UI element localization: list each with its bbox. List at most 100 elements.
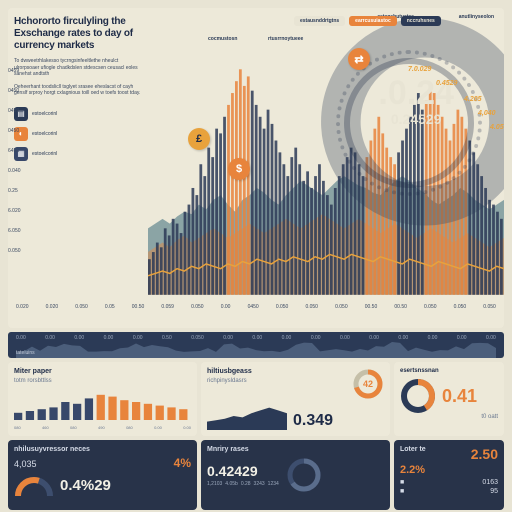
y-tick: 0459 bbox=[8, 108, 21, 114]
top-label-2: anutlinyseolon bbox=[459, 14, 494, 20]
p1-tick: 0.00 bbox=[183, 425, 191, 430]
panel-miter-chart bbox=[14, 384, 191, 420]
legend-label: estoelcorinl bbox=[32, 111, 57, 117]
slider-tick: 0.050 bbox=[191, 335, 204, 341]
panel-miter-title: Miter paper bbox=[14, 368, 191, 375]
slider-tick: 0.00 bbox=[398, 335, 408, 341]
main-chart-panel: Hchororto firculyling the Exschange rate… bbox=[8, 8, 504, 328]
slider-tick: 0.00 bbox=[340, 335, 350, 341]
slider-tick: 0.00 bbox=[223, 335, 233, 341]
y-tick: 0450 bbox=[8, 88, 21, 94]
p1-tick: 080 bbox=[14, 425, 21, 430]
panel-dark-2-donut bbox=[285, 456, 323, 494]
x-tick: 0450 bbox=[248, 304, 259, 310]
x-tick: 0.020 bbox=[46, 304, 59, 310]
y-axis-ticks: 045904500459045064500.0400.256.0206.0500… bbox=[8, 68, 21, 254]
dp2-stat: 1234 bbox=[268, 481, 279, 487]
panel-dark-2-stats: 1,21034.05b0.2832431234 bbox=[207, 481, 279, 487]
slider-tick: 0.00 bbox=[104, 335, 114, 341]
slider-tick: 0.00 bbox=[486, 335, 496, 341]
badge-row: estausnddrtgtns earrcusuiastoc nccruhsnes bbox=[294, 16, 441, 26]
slider-tick: 0.00 bbox=[74, 335, 84, 341]
p1-tick: 460 bbox=[42, 425, 49, 430]
top-label-4: rtusrrnoytueee bbox=[268, 36, 303, 42]
price-tag: 4.050 bbox=[490, 124, 504, 131]
main-chart-area: estausnddrtgtnsearrcusuiastocnccruhsnes … bbox=[148, 8, 504, 328]
price-tag: 0.4529 bbox=[436, 80, 457, 87]
panel-dark-1-title: nhilusuyvressor neces bbox=[14, 446, 191, 453]
slider-tick: 0.00 bbox=[428, 335, 438, 341]
x-tick: 0.050 bbox=[75, 304, 88, 310]
x-tick: 0.050 bbox=[483, 304, 496, 310]
slider-ticks: 0.00 0.00 0.00 0.00 0.00 0.50 0.050 0.00 0.00 0.0… bbox=[16, 335, 496, 341]
dp3-stat: ■0163 bbox=[400, 479, 498, 486]
currency-coin-icon: ⇄ bbox=[348, 48, 370, 70]
svg-text:42: 42 bbox=[363, 379, 373, 389]
dp2-stat: 1,2103 bbox=[207, 481, 222, 487]
x-tick: 0.050 bbox=[454, 304, 467, 310]
timeline-slider[interactable]: 0.00 0.00 0.00 0.00 0.00 0.50 0.050 0.00 0.00 0.0… bbox=[8, 332, 504, 358]
p1-tick: 0.00 bbox=[154, 425, 162, 430]
x-tick: 00.50 bbox=[365, 304, 378, 310]
panel-dark-3-big: 2.50 bbox=[471, 446, 498, 462]
x-axis-ticks: 0.020 0.020 0.050 0.05 00.50 0.059 0.050 0.00 04… bbox=[16, 304, 496, 310]
price-tag: 4.205 bbox=[464, 96, 482, 103]
panel-esert: esertsnssnan 0.41 t0 oatt bbox=[394, 362, 504, 436]
slider-tick: 0.50 bbox=[162, 335, 172, 341]
x-tick: 00.50 bbox=[394, 304, 407, 310]
p1-tick: 080 bbox=[126, 425, 133, 430]
subtitle-2: Oeheerhant toodslicll tsglyet srasee ehe… bbox=[14, 84, 142, 97]
slider-tick: 0.00 bbox=[457, 335, 467, 341]
currency-coin-icon: £ bbox=[188, 128, 210, 150]
dp2-stat: 4.05b bbox=[225, 481, 238, 487]
y-tick: 0450 bbox=[8, 128, 21, 134]
y-tick: 6.020 bbox=[8, 208, 21, 214]
panel-dark-3-stats: ■0163 ■95 bbox=[400, 479, 498, 495]
slider-tick: 0.00 bbox=[369, 335, 379, 341]
p1-tick: 490 bbox=[98, 425, 105, 430]
panel-miter-ticks: 080 460 080 490 080 0.00 0.00 bbox=[14, 425, 191, 430]
dp3-stat: ■95 bbox=[400, 488, 498, 495]
panel-dark-3: Loter te 2.50 2.2% ■0163■95 bbox=[394, 440, 504, 510]
page-title: Hchororto firculyling the Exschange rate… bbox=[14, 16, 142, 52]
slider-tick: 0.00 bbox=[311, 335, 321, 341]
badge[interactable]: earrcusuiastoc bbox=[349, 16, 397, 26]
x-tick: 0.00 bbox=[221, 304, 231, 310]
x-tick: 0.059 bbox=[161, 304, 174, 310]
price-tag: 7.0.029 bbox=[408, 66, 431, 73]
x-tick: 0.050 bbox=[305, 304, 318, 310]
x-tick: 0.050 bbox=[335, 304, 348, 310]
panel-dark-1-small: 4,035 bbox=[14, 459, 37, 469]
y-tick: 0.25 bbox=[8, 188, 21, 194]
panel-dark-1-pct: 4% bbox=[174, 456, 191, 470]
slider-label: tateluins bbox=[16, 350, 35, 356]
panel-dark-3-title: Loter te bbox=[400, 446, 426, 459]
dp2-stat: 3243 bbox=[254, 481, 265, 487]
panel-dark-1: nhilusuyvressor neces 4,035 4% 0.4%29 bbox=[8, 440, 197, 510]
x-tick: 0.050 bbox=[191, 304, 204, 310]
slider-tick: 0.00 bbox=[133, 335, 143, 341]
panel-esert-value: 0.41 bbox=[442, 386, 477, 407]
x-tick: 0.05 bbox=[105, 304, 115, 310]
slider-tick: 0.00 bbox=[16, 335, 26, 341]
x-tick: 0.050 bbox=[276, 304, 289, 310]
big-value-sub: 0.24529 bbox=[378, 113, 454, 126]
panel-hilt-donut: 42 bbox=[352, 368, 384, 400]
panel-hilt-sub: richpinysldasrs bbox=[207, 378, 252, 384]
currency-coin-icon: $ bbox=[228, 158, 250, 180]
panel-esert-tag: t0 oatt bbox=[400, 414, 498, 420]
panel-esert-title: esertsnssnan bbox=[400, 368, 498, 374]
y-tick: 6450 bbox=[8, 148, 21, 154]
badge[interactable]: estausnddrtgtns bbox=[294, 16, 345, 26]
panel-hilt: hiltiusbgeass richpinysldasrs 42 0.349 bbox=[201, 362, 390, 436]
top-label-3: cocmustosn bbox=[208, 36, 237, 42]
panel-dark-2: Mnriry rases 0.42429 1,21034.05b0.283243… bbox=[201, 440, 390, 510]
p1-tick: 080 bbox=[70, 425, 77, 430]
x-tick: 0.020 bbox=[16, 304, 29, 310]
slider-tick: 0.00 bbox=[282, 335, 292, 341]
subtitle-1: To dwweetrhlakesso tycrngsinfeeltlethe n… bbox=[14, 58, 142, 78]
dp2-stat: 0.28 bbox=[241, 481, 251, 487]
badge[interactable]: nccruhsnes bbox=[401, 16, 441, 26]
panel-esert-donut bbox=[400, 378, 436, 414]
panel-hilt-value: 0.349 bbox=[293, 412, 333, 430]
